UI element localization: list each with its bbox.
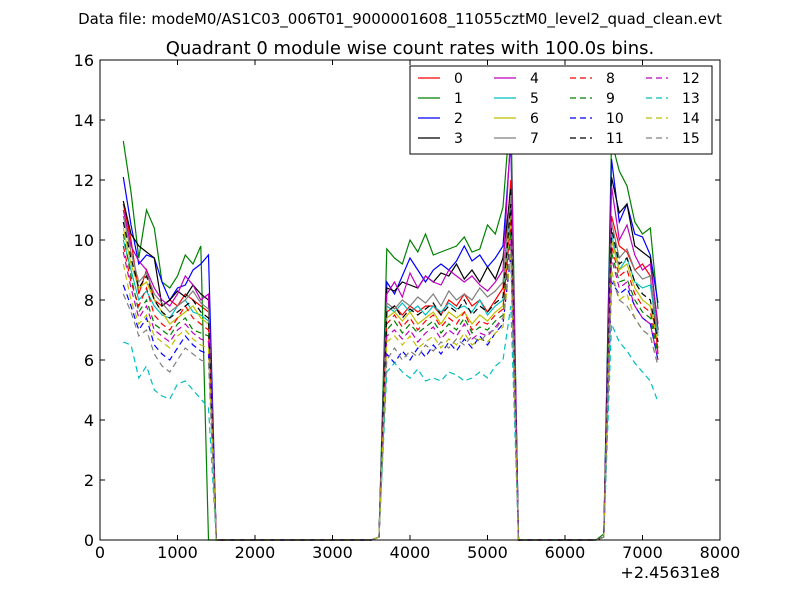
suptitle: Data file: modeM0/AS1C03_006T01_90000016… bbox=[78, 10, 722, 29]
legend-label-10: 10 bbox=[606, 111, 624, 127]
y-tick-label: 2 bbox=[84, 471, 94, 490]
legend-label-7: 7 bbox=[530, 131, 539, 147]
series-line-15 bbox=[122, 245, 659, 541]
legend-label-0: 0 bbox=[454, 71, 463, 87]
chart-title: Quadrant 0 module wise count rates with … bbox=[166, 38, 655, 59]
legend-label-15: 15 bbox=[682, 131, 700, 147]
y-tick-label: 14 bbox=[74, 111, 94, 130]
legend-label-8: 8 bbox=[606, 71, 615, 87]
x-offset-label: +2.45631e8 bbox=[620, 563, 720, 582]
axes: 0 1000 2000 3000 4000 5000 6000 7000 80000246810… bbox=[74, 51, 741, 562]
legend-label-13: 13 bbox=[682, 91, 700, 107]
y-tick-label: 10 bbox=[74, 231, 94, 250]
x-tick-label: 4000 bbox=[390, 543, 431, 562]
x-tick-label: 7000 bbox=[622, 543, 663, 562]
legend-label-1: 1 bbox=[454, 91, 463, 107]
x-tick-label: 2000 bbox=[235, 543, 276, 562]
legend-label-9: 9 bbox=[606, 91, 615, 107]
legend-label-3: 3 bbox=[454, 131, 463, 147]
y-tick-label: 16 bbox=[74, 51, 94, 70]
legend-label-12: 12 bbox=[682, 71, 700, 87]
x-tick-label: 8000 bbox=[700, 543, 741, 562]
legend-label-5: 5 bbox=[530, 91, 539, 107]
y-tick-label: 6 bbox=[84, 351, 94, 370]
series-line-14 bbox=[122, 251, 659, 541]
legend-label-6: 6 bbox=[530, 111, 539, 127]
y-tick-label: 0 bbox=[84, 531, 94, 550]
x-tick-label: 1000 bbox=[157, 543, 198, 562]
y-tick-label: 8 bbox=[84, 291, 94, 310]
legend-label-2: 2 bbox=[454, 111, 463, 127]
legend-label-14: 14 bbox=[682, 111, 700, 127]
legend-label-11: 11 bbox=[606, 131, 624, 147]
x-tick-label: 3000 bbox=[312, 543, 353, 562]
y-tick-label: 12 bbox=[74, 171, 94, 190]
legend-box bbox=[409, 65, 713, 155]
x-tick-label: 0 bbox=[95, 543, 105, 562]
x-tick-label: 6000 bbox=[545, 543, 586, 562]
legend-label-4: 4 bbox=[530, 71, 539, 87]
y-tick-label: 4 bbox=[84, 411, 94, 430]
x-tick-label: 5000 bbox=[467, 543, 508, 562]
